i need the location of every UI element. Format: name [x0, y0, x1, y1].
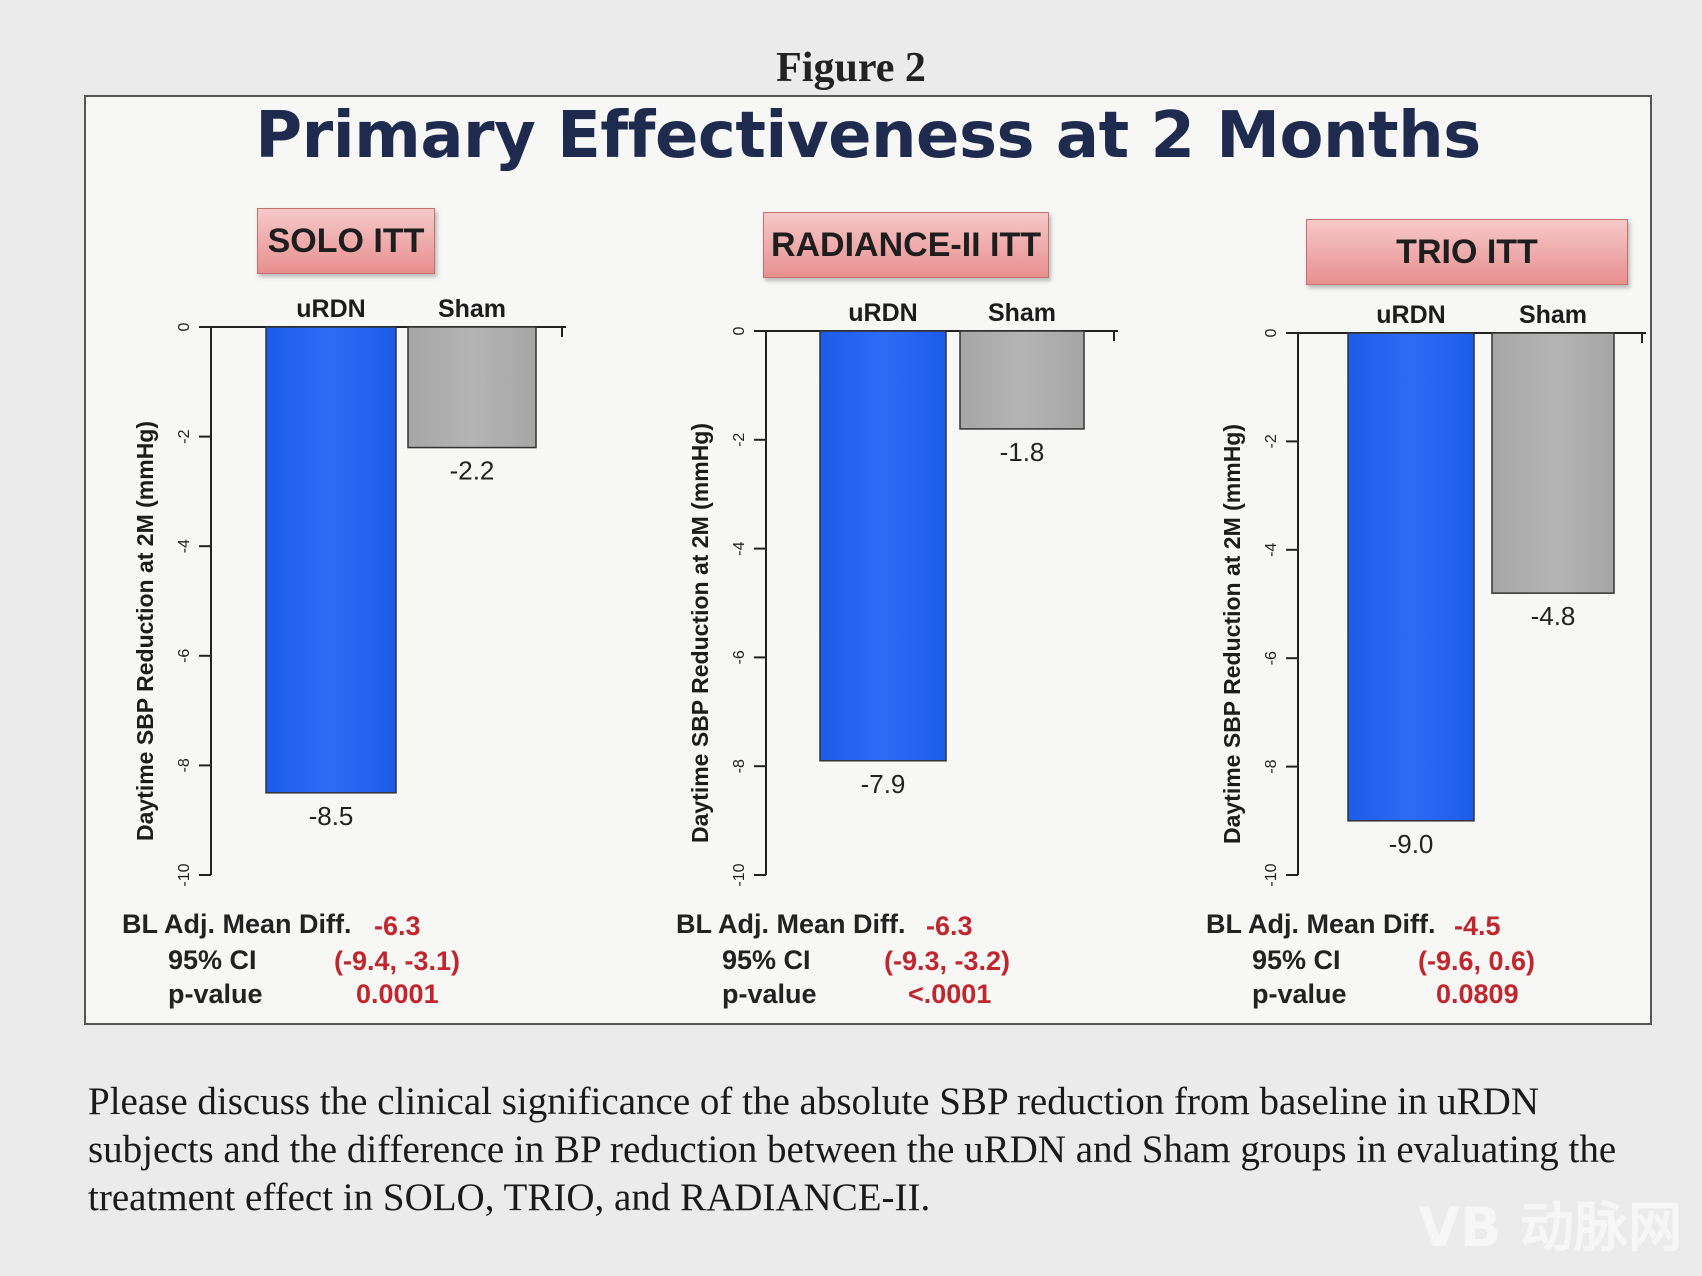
slide-title: Primary Effectiveness at 2 Months	[255, 99, 1481, 173]
y-tick-label-radiance: -8	[731, 759, 748, 773]
bar-radiance-urdn	[819, 330, 947, 762]
p-label: p-value	[722, 979, 817, 1009]
tag-solo-itt: SOLO ITT	[257, 208, 435, 274]
y-tick-label-trio: -8	[1263, 759, 1280, 773]
category-label-solo-urdn: uRDN	[296, 295, 365, 323]
bar-trio-sham	[1491, 332, 1615, 594]
y-tick-label-trio: 0	[1263, 328, 1280, 337]
y-tick-label-solo: -4	[176, 539, 193, 553]
y-tick-label-trio: -10	[1263, 863, 1280, 886]
y-tick-label-trio: -6	[1263, 651, 1280, 665]
bar-value-label-trio-sham: -4.8	[1531, 601, 1576, 631]
slide: Primary Effectiveness at 2 Months SOLO I…	[84, 95, 1652, 1025]
p-value: <.0001	[908, 979, 992, 1009]
y-axis-label-radiance: Daytime SBP Reduction at 2M (mmHg)	[687, 423, 713, 843]
category-label-solo-sham: Sham	[438, 295, 506, 323]
p-value: 0.0809	[1436, 979, 1519, 1009]
p-label: p-value	[1252, 979, 1347, 1009]
bar-value-label-radiance-urdn: -7.9	[861, 769, 906, 799]
y-tick-label-trio: -4	[1263, 543, 1280, 557]
y-tick-label-radiance: -10	[731, 863, 748, 886]
tag-trio-itt: TRIO ITT	[1306, 219, 1628, 285]
ci-label: 95% CI	[722, 945, 811, 975]
y-tick-label-solo: -8	[176, 758, 193, 772]
category-label-radiance-urdn: uRDN	[848, 299, 917, 327]
bar-value-label-radiance-sham: -1.8	[1000, 437, 1045, 467]
watermark: VB 动脉网	[1418, 1196, 1682, 1259]
question-text: Please discuss the clinical significance…	[88, 1080, 1617, 1219]
tag-radiance-itt: RADIANCE-II ITT	[763, 212, 1049, 278]
bar-solo-sham	[407, 326, 537, 449]
y-tick-label-solo: -10	[176, 863, 193, 886]
mean-diff-label: BL Adj. Mean Diff.	[1206, 909, 1436, 939]
y-tick-label-solo: 0	[176, 322, 193, 331]
mean-diff-value: -6.3	[926, 911, 973, 941]
p-label: p-value	[168, 979, 263, 1009]
mean-diff-label: BL Adj. Mean Diff.	[676, 909, 906, 939]
bar-radiance-sham	[959, 330, 1085, 430]
charts-svg: 0 -2 -4 -6 -8 -10 Daytime SBP Reduction at 2M …	[132, 295, 1646, 887]
mean-diff-value: -6.3	[374, 911, 421, 941]
p-value: 0.0001	[356, 979, 439, 1009]
bar-solo-urdn	[265, 326, 397, 794]
category-label-trio-sham: Sham	[1519, 301, 1587, 329]
y-tick-label-radiance: -2	[731, 433, 748, 447]
y-tick-label-radiance: -6	[731, 650, 748, 664]
figure-label: Figure 2	[776, 45, 926, 91]
bar-value-label-solo-urdn: -8.5	[309, 801, 354, 831]
y-tick-label-solo: -6	[176, 649, 193, 663]
category-label-radiance-sham: Sham	[988, 299, 1056, 327]
y-tick-label-solo: -2	[176, 429, 193, 443]
ci-value: (-9.3, -3.2)	[884, 946, 1011, 976]
bar-value-label-solo-sham: -2.2	[450, 456, 495, 486]
mean-diff-label: BL Adj. Mean Diff.	[122, 909, 352, 939]
ci-value: (-9.6, 0.6)	[1418, 946, 1536, 976]
category-label-trio-urdn: uRDN	[1376, 301, 1445, 329]
y-axis-label-trio: Daytime SBP Reduction at 2M (mmHg)	[1219, 424, 1245, 844]
y-tick-label-radiance: -4	[731, 541, 748, 555]
y-tick-label-trio: -2	[1263, 434, 1280, 448]
ci-value: (-9.4, -3.1)	[334, 946, 461, 976]
ci-label: 95% CI	[1252, 945, 1341, 975]
y-tick-label-radiance: 0	[731, 326, 748, 335]
mean-diff-value: -4.5	[1454, 911, 1501, 941]
ci-label: 95% CI	[168, 945, 257, 975]
bar-trio-urdn	[1347, 332, 1475, 822]
y-axis-label-solo: Daytime SBP Reduction at 2M (mmHg)	[132, 421, 158, 841]
bar-value-label-trio-urdn: -9.0	[1389, 829, 1434, 859]
